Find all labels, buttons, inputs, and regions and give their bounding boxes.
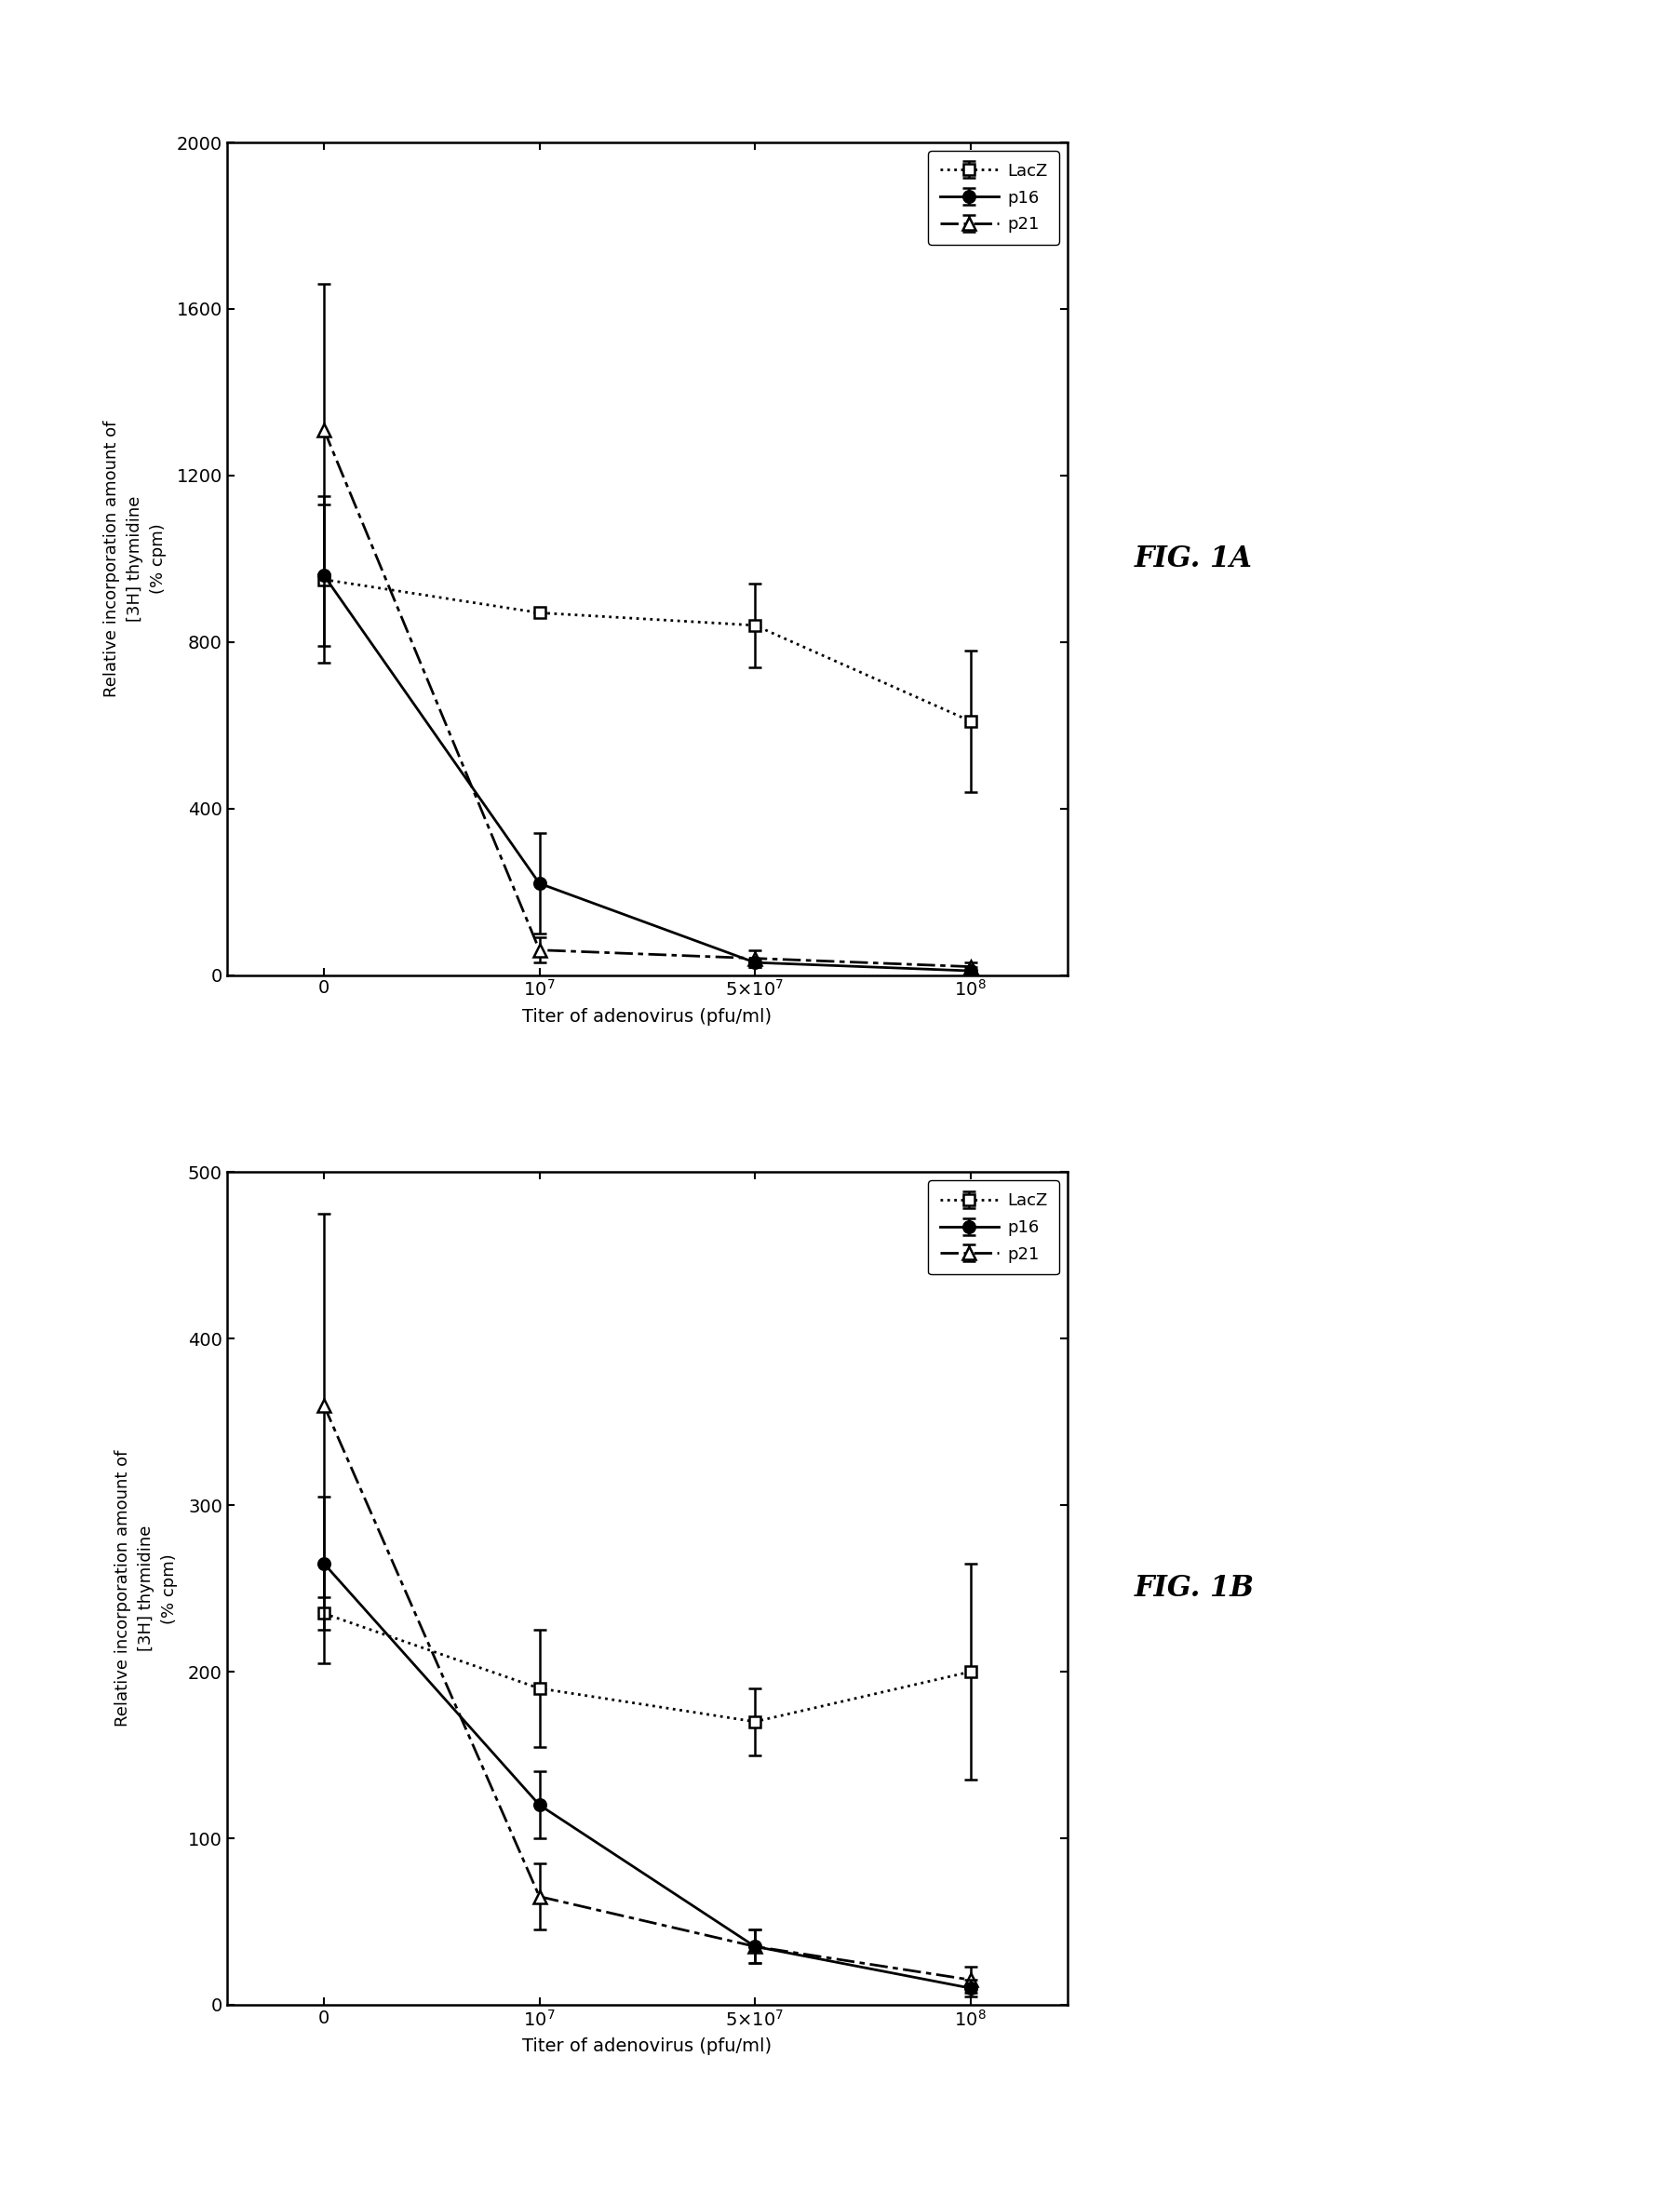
Text: FIG. 1A: FIG. 1A <box>1134 543 1252 574</box>
Y-axis label: Relative incorporation amount of
[3H] thymidine
(% cpm): Relative incorporation amount of [3H] th… <box>114 1450 178 1727</box>
Legend: LacZ, p16, p21: LacZ, p16, p21 <box>927 1181 1058 1275</box>
Text: FIG. 1B: FIG. 1B <box>1134 1573 1253 1604</box>
Legend: LacZ, p16, p21: LacZ, p16, p21 <box>927 151 1058 245</box>
X-axis label: Titer of adenovirus (pfu/ml): Titer of adenovirus (pfu/ml) <box>522 1008 771 1025</box>
X-axis label: Titer of adenovirus (pfu/ml): Titer of adenovirus (pfu/ml) <box>522 2038 771 2055</box>
Y-axis label: Relative incorporation amount of
[3H] thymidine
(% cpm): Relative incorporation amount of [3H] th… <box>102 421 166 697</box>
